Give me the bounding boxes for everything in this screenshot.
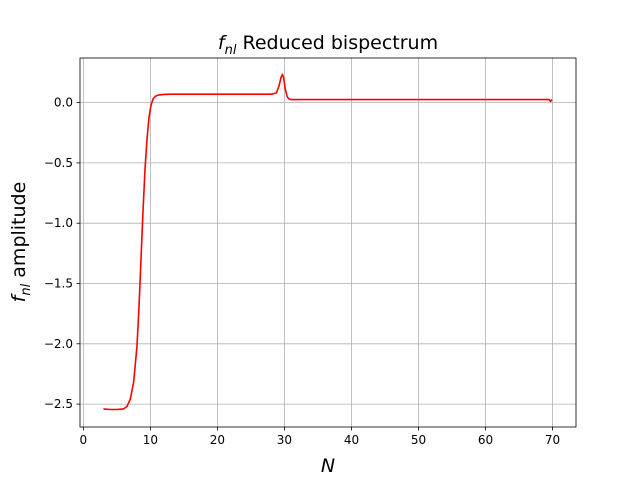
grid-lines [80, 58, 576, 427]
x-tick-label: 10 [143, 433, 158, 447]
ylabel-symbol: f [8, 292, 30, 302]
x-axis-label: N [321, 455, 335, 477]
plot-frame [79, 57, 577, 428]
x-tick-label: 70 [545, 433, 560, 447]
y-tick-label: −2.5 [44, 397, 73, 411]
ylabel-subscript: nl [19, 283, 34, 295]
x-tick-label: 60 [478, 433, 493, 447]
y-axis-ticks: 0.0 −0.5 −1.0 −1.5 −2.0 −2.5 [44, 96, 80, 411]
x-tick-label: 50 [411, 433, 426, 447]
title-subscript: nl [225, 43, 237, 58]
x-axis-ticks: 0 10 20 30 40 50 60 70 [80, 427, 560, 447]
title-symbol: f [218, 32, 228, 54]
y-axis-label: fnl amplitude [8, 182, 34, 303]
y-tick-label: 0.0 [54, 96, 73, 110]
y-tick-label: −1.0 [44, 216, 73, 230]
ylabel-text: amplitude [8, 182, 30, 284]
x-tick-label: 20 [210, 433, 225, 447]
y-tick-label: −1.5 [44, 277, 73, 291]
series-line [103, 73, 553, 411]
y-tick-label: −2.0 [44, 337, 73, 351]
series-layer [103, 73, 553, 411]
chart-title: fnl Reduced bispectrum [218, 32, 438, 58]
x-tick-label: 0 [80, 433, 88, 447]
x-tick-label: 40 [344, 433, 359, 447]
x-tick-label: 30 [277, 433, 292, 447]
title-text: Reduced bispectrum [236, 32, 438, 54]
y-tick-label: −0.5 [44, 156, 73, 170]
